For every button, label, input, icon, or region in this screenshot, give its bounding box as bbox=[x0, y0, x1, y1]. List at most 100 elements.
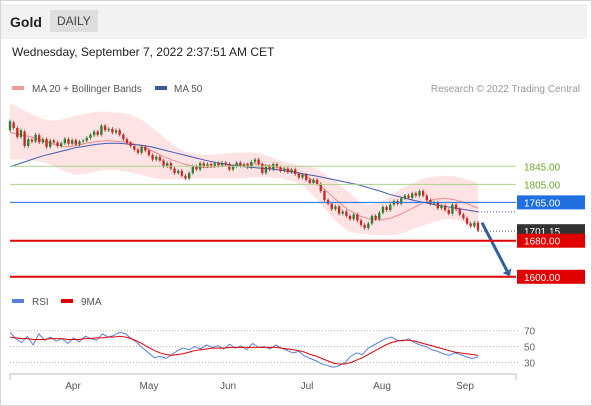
candle-body bbox=[19, 130, 23, 137]
candle-body bbox=[319, 183, 322, 192]
candle-body bbox=[414, 193, 418, 196]
candle-body bbox=[403, 195, 407, 199]
month-tick-label: Sep bbox=[456, 381, 474, 392]
candle-body bbox=[381, 206, 385, 213]
candle-body bbox=[158, 156, 162, 161]
resistance-label: 1805.00 bbox=[524, 180, 561, 191]
candle-body bbox=[213, 163, 216, 166]
candle-body bbox=[411, 193, 414, 198]
candle-body bbox=[356, 214, 359, 221]
candle-body bbox=[359, 220, 363, 225]
candle-body bbox=[294, 169, 297, 174]
support-label: 1680.00 bbox=[524, 237, 561, 248]
candle-body bbox=[370, 215, 374, 224]
candle-body bbox=[195, 166, 198, 170]
candle-body bbox=[144, 146, 147, 151]
candle-body bbox=[187, 173, 191, 179]
candle-body bbox=[304, 174, 308, 180]
candle-body bbox=[337, 206, 341, 214]
forecast-arrow-head bbox=[502, 268, 512, 277]
support-label: 1600.00 bbox=[524, 273, 561, 284]
candle-body bbox=[70, 140, 74, 144]
rsi-legend-swatch bbox=[12, 299, 24, 303]
candle-body bbox=[432, 202, 436, 204]
instrument-title: Gold bbox=[10, 14, 42, 30]
rsi-tick-label: 30 bbox=[524, 358, 536, 369]
candle-body bbox=[100, 125, 103, 135]
candle-body bbox=[78, 141, 81, 145]
candle-body bbox=[191, 166, 194, 174]
candle-body bbox=[166, 163, 169, 167]
candle-body bbox=[334, 206, 337, 210]
resistance-label: 1845.00 bbox=[524, 162, 561, 173]
candle-body bbox=[239, 162, 242, 166]
candle-body bbox=[220, 162, 224, 166]
month-tick-label: Aug bbox=[373, 381, 391, 392]
month-tick-label: Apr bbox=[65, 381, 81, 392]
candle-body bbox=[378, 212, 381, 220]
candle-body bbox=[74, 140, 77, 145]
candle-body bbox=[341, 211, 344, 214]
candle-body bbox=[235, 162, 238, 167]
ma50-legend-label: MA 50 bbox=[174, 84, 203, 95]
candle-body bbox=[202, 163, 205, 167]
header-bar: Gold DAILY bbox=[1, 4, 587, 39]
bollinger-legend-swatch bbox=[12, 86, 24, 90]
candle-body bbox=[23, 131, 26, 146]
support-label-box bbox=[517, 233, 585, 248]
candle-body bbox=[52, 140, 56, 143]
bollinger-band-fill bbox=[10, 103, 478, 236]
candle-body bbox=[308, 179, 311, 183]
candle-body bbox=[56, 142, 59, 146]
price-plot bbox=[8, 103, 512, 277]
candle-body bbox=[41, 139, 45, 143]
timeframe-badge[interactable]: DAILY bbox=[50, 10, 98, 32]
rsi-legend-label: RSI bbox=[32, 297, 49, 308]
candle-body bbox=[330, 203, 333, 210]
timestamp: Wednesday, September 7, 2022 2:37:51 AM … bbox=[12, 45, 275, 59]
candle-body bbox=[49, 140, 52, 147]
support-label-box bbox=[517, 269, 585, 284]
candle-body bbox=[8, 121, 12, 131]
candle-body bbox=[476, 222, 480, 231]
rsi-ma-legend-label: 9MA bbox=[81, 297, 102, 308]
candle-body bbox=[162, 160, 165, 167]
candle-body bbox=[177, 170, 180, 174]
candle-body bbox=[268, 166, 271, 170]
candle-body bbox=[206, 164, 209, 167]
candle-body bbox=[173, 168, 176, 174]
candle-body bbox=[279, 167, 282, 171]
candle-body bbox=[451, 204, 454, 214]
candle-body bbox=[107, 128, 110, 131]
candle-body bbox=[290, 169, 293, 173]
candle-body bbox=[345, 211, 348, 216]
candle-body bbox=[180, 170, 184, 176]
candle-body bbox=[136, 149, 140, 153]
candle-body bbox=[447, 210, 450, 214]
candle-body bbox=[114, 130, 118, 133]
candle-body bbox=[473, 222, 476, 227]
candle-body bbox=[60, 143, 63, 146]
rsi-tick-label: 70 bbox=[524, 327, 536, 338]
candle-body bbox=[436, 202, 439, 209]
candle-body bbox=[34, 134, 37, 142]
candle-body bbox=[85, 137, 88, 141]
candle-body bbox=[385, 206, 388, 211]
last-price-label: 1701.15 bbox=[524, 227, 561, 238]
candle-body bbox=[363, 224, 366, 229]
candle-body bbox=[129, 142, 132, 146]
ma50-legend-swatch bbox=[155, 86, 167, 90]
candle-body bbox=[374, 215, 377, 220]
candle-body bbox=[89, 134, 92, 138]
month-tick-label: Jun bbox=[220, 381, 236, 392]
candle-body bbox=[147, 150, 151, 156]
candle-body bbox=[469, 223, 472, 227]
time-axis: Apr May Jun Jul Aug Sep bbox=[9, 373, 517, 392]
candle-body bbox=[103, 125, 107, 131]
candle-body bbox=[253, 159, 257, 162]
candle-body bbox=[63, 138, 67, 144]
candle-body bbox=[425, 195, 428, 201]
candle-body bbox=[242, 164, 246, 166]
candle-body bbox=[155, 156, 158, 160]
